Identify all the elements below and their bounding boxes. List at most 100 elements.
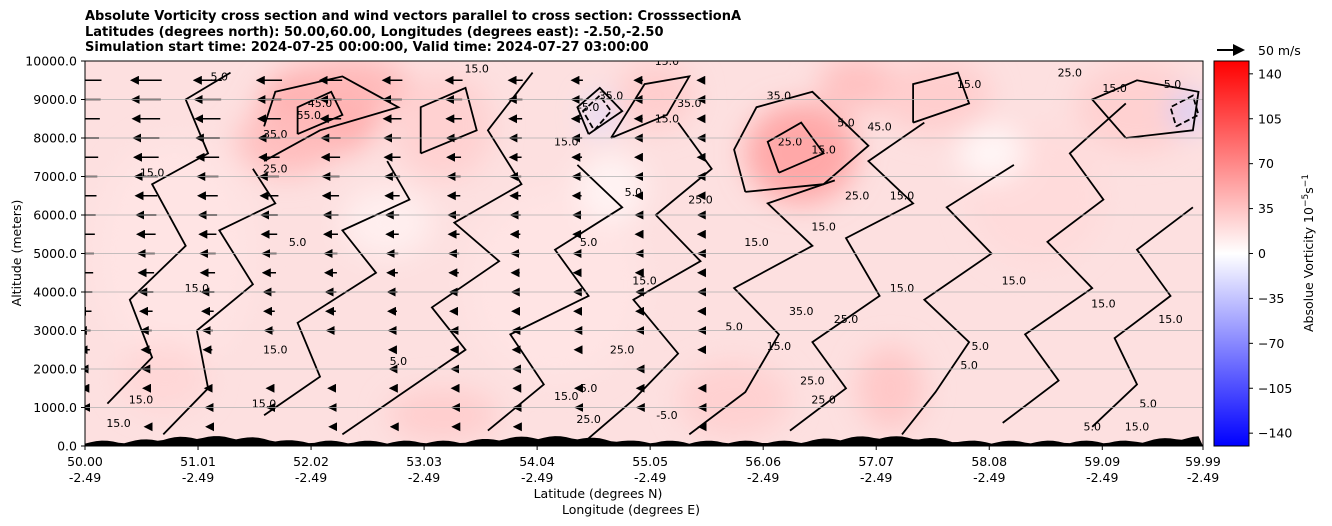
contour-label: 5.0 (211, 70, 229, 83)
y-tick-label: 5000.0 (33, 246, 77, 261)
colorbar-tick-label: 35 (1258, 201, 1274, 216)
contour-label: 15.0 (655, 113, 680, 126)
contour-label: 35.0 (263, 128, 288, 141)
contour-label: 15.0 (744, 236, 769, 249)
x-tick-label-lat: 52.02 (293, 454, 329, 469)
x-tick-label-lon: -2.49 (182, 470, 214, 485)
y-tick-label: 4000.0 (33, 285, 77, 300)
contour-label: -5.0 (578, 101, 599, 114)
x-axis-label-longitude: Longitude (degrees E) (562, 502, 700, 517)
contour-label: 5.0 (289, 236, 307, 249)
contour-label: 25.0 (845, 190, 870, 203)
contour-label: 15.0 (767, 340, 792, 353)
colorbar-tick-label: −70 (1258, 336, 1284, 351)
x-tick-label-lon: -2.49 (634, 470, 666, 485)
x-tick-label-lon: -2.49 (973, 470, 1005, 485)
contour-label: 25.0 (811, 394, 836, 407)
y-tick-label: 9000.0 (33, 92, 77, 107)
contour-label: 25.0 (263, 163, 288, 176)
vorticity-field: 15.0 15.0 15.0 15.0 15.0 5.0 5.0 25.0 35.0 45.0 55… (69, 55, 1204, 446)
x-tick-label-lat: 59.99 (1185, 454, 1221, 469)
x-tick-label-lat: 56.06 (745, 454, 781, 469)
colorbar-tick-label: 140 (1258, 66, 1282, 81)
y-tick-label: 1000.0 (33, 400, 77, 415)
contour-label: 15.0 (1091, 297, 1116, 310)
x-tick-label-lon: -2.49 (521, 470, 553, 485)
y-axis-label: Altitude (meters) (9, 200, 24, 307)
x-tick-label-lat: 57.07 (858, 454, 894, 469)
x-tick-label-lat: 53.03 (406, 454, 442, 469)
y-tick-label: 10000.0 (25, 54, 77, 69)
contour-label: 35.0 (789, 305, 814, 318)
x-tick-label-lon: -2.49 (408, 470, 440, 485)
vorticity-blob (387, 388, 499, 442)
contour-label: 35.0 (767, 90, 792, 103)
x-tick-label-lon: -2.49 (1187, 470, 1219, 485)
x-axis-label-latitude: Latitude (degrees N) (534, 486, 663, 501)
contour-label: 5.0 (580, 382, 598, 395)
contour-label: 15.0 (811, 143, 836, 156)
contour-label: 15.0 (140, 167, 165, 180)
contour-label: -5.0 (656, 409, 677, 422)
contour-label: 5.0 (960, 359, 978, 372)
y-tick-label: 2000.0 (33, 362, 77, 377)
contour-label: 15.0 (185, 282, 210, 295)
contour-label: 15.0 (1158, 313, 1183, 326)
contour-label: 15.0 (1102, 82, 1127, 95)
y-tick-label: 7000.0 (33, 169, 77, 184)
contour-label: 15.0 (263, 344, 288, 357)
contour-label: 5.0 (625, 186, 643, 199)
contour-label: 35.0 (599, 90, 624, 103)
vorticity-blob (393, 73, 494, 181)
x-tick-label-lon: -2.49 (860, 470, 892, 485)
y-tick-label: 0.0 (57, 439, 77, 454)
y-tick-label: 3000.0 (33, 323, 77, 338)
contour-label: 15.0 (129, 394, 154, 407)
colorbar-tick-label: 70 (1258, 156, 1274, 171)
contour-label: 15.0 (957, 78, 982, 91)
contour-label: 15.0 (632, 274, 657, 287)
colorbar-tick-label: 105 (1258, 111, 1282, 126)
contour-label: 5.0 (390, 355, 408, 368)
contour-label: 15.0 (1125, 421, 1150, 434)
colorbar-label: Absolue Vorticity 10−5s−1 (1301, 174, 1316, 332)
contour-label: -5.0 (1160, 78, 1181, 91)
x-tick-label-lat: 55.05 (632, 454, 668, 469)
contour-label: 5.0 (972, 340, 990, 353)
contour-label: 25.0 (610, 344, 635, 357)
contour-label: 15.0 (464, 63, 489, 76)
vorticity-cross-section-chart: 15.0 15.0 15.0 15.0 15.0 5.0 5.0 25.0 35.0 45.0 55… (0, 0, 1332, 526)
contour-label: 5.0 (837, 116, 855, 129)
contour-label: 15.0 (1002, 274, 1027, 287)
x-tick-label-lon: -2.49 (1086, 470, 1118, 485)
contour-label: 55.0 (297, 109, 322, 122)
contour-label: 5.0 (580, 236, 598, 249)
colorbar-tick-label: −105 (1258, 381, 1292, 396)
contour-label: 25.0 (688, 193, 713, 206)
quiver-key-label: 50 m/s (1258, 43, 1301, 58)
contour-label: 15.0 (890, 190, 915, 203)
vorticity-blob (880, 57, 992, 134)
contour-label: 15.0 (106, 417, 131, 430)
x-tick-label-lon: -2.49 (295, 470, 327, 485)
contour-label: 15.0 (811, 220, 836, 233)
x-tick-label-lat: 59.09 (1084, 454, 1120, 469)
contour-label: 25.0 (576, 413, 601, 426)
contour-label: 25.0 (1058, 66, 1083, 79)
colorbar-tick-label: −35 (1258, 291, 1284, 306)
x-tick-label-lat: 54.04 (519, 454, 555, 469)
contour-label: 25.0 (834, 313, 859, 326)
contour-label: 15.0 (252, 398, 277, 411)
contour-label: 15.0 (890, 282, 915, 295)
contour-label: 45.0 (867, 120, 892, 133)
y-tick-label: 6000.0 (33, 208, 77, 223)
x-tick-label-lat: 58.08 (971, 454, 1007, 469)
colorbar-tick-label: −140 (1258, 426, 1292, 441)
colorbar-tick-label: 0 (1258, 246, 1266, 261)
contour-label: 5.0 (725, 321, 743, 334)
contour-label: 25.0 (800, 374, 825, 387)
x-tick-label-lon: -2.49 (747, 470, 779, 485)
x-tick-label-lat: 50.00 (67, 454, 103, 469)
contour-label: 5.0 (1083, 421, 1101, 434)
contour-label: 5.0 (1139, 398, 1157, 411)
